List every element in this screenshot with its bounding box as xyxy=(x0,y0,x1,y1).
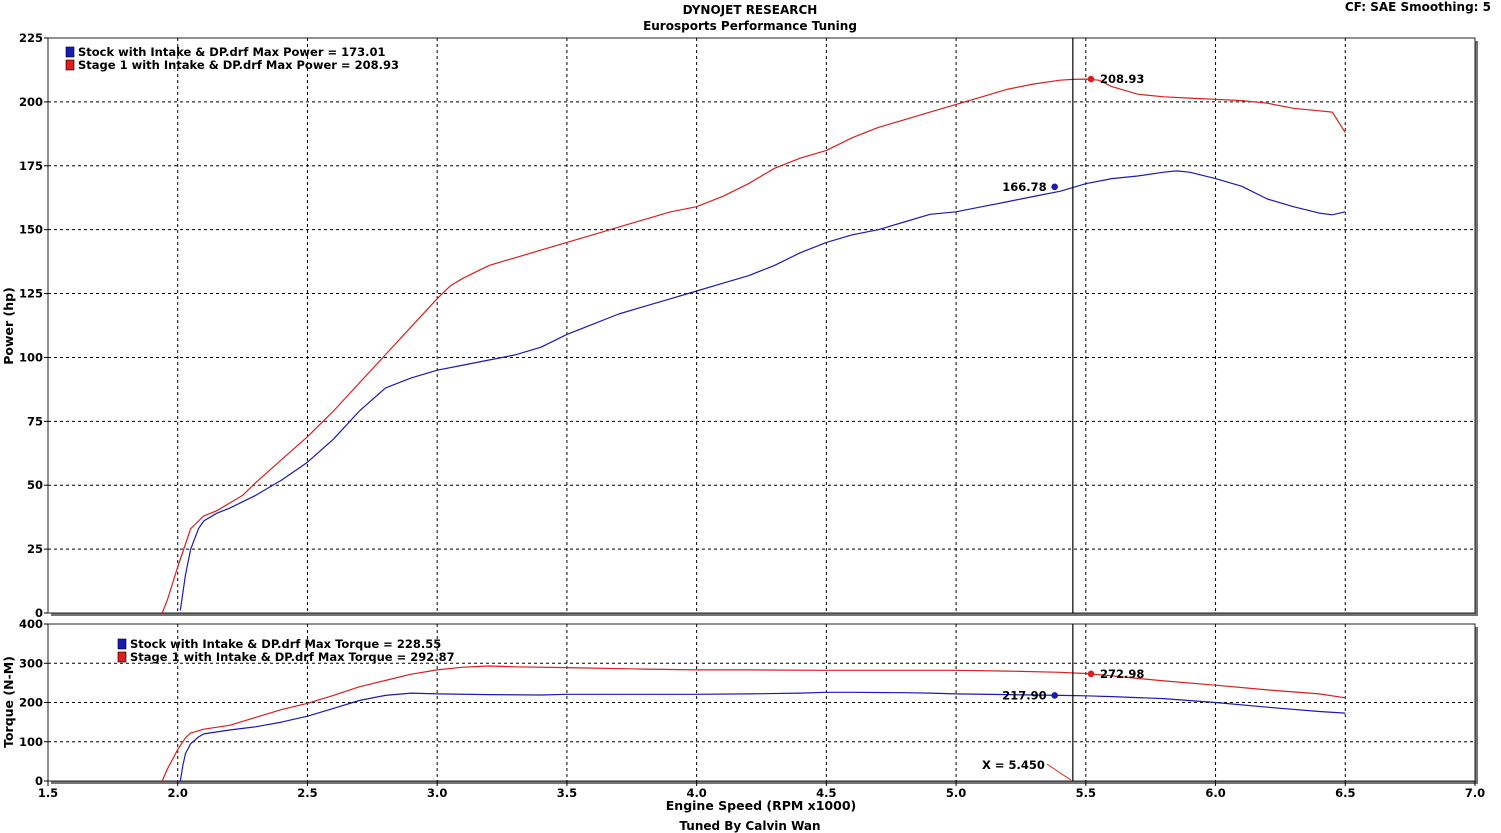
chart-subtitle: Eurosports Performance Tuning xyxy=(643,19,857,33)
footer-text: Tuned By Calvin Wan xyxy=(679,819,820,833)
legend-entry-stock-power: Stock with Intake & DP.drf Max Power = 1… xyxy=(78,45,386,59)
x-tick-label: 6.0 xyxy=(1205,786,1225,800)
torque-marker-stock xyxy=(1051,692,1058,699)
x-tick-label: 1.5 xyxy=(38,786,58,800)
power-marker-stage1 xyxy=(1087,75,1095,83)
power-y-tick-label: 25 xyxy=(27,542,43,556)
x-tick-label: 2.5 xyxy=(297,786,317,800)
torque-legend: Stock with Intake & DP.drf Max Torque = … xyxy=(117,637,455,664)
power-series-stock xyxy=(179,170,1346,611)
x-tick-labels: 1.5 2.0 2.5 3.0 3.5 4.0 4.5 5.0 5.5 6.0 6.5 7.0 xyxy=(38,781,1485,800)
legend-swatch-stage1 xyxy=(65,59,75,71)
power-marker-stock xyxy=(1051,183,1058,191)
power-series-stage1 xyxy=(161,78,1346,614)
power-y-tick-label: 125 xyxy=(19,287,43,301)
torque-y-ticks: 0 100 200 300 400 xyxy=(19,617,48,788)
legend-swatch-stock xyxy=(117,638,127,650)
power-annotations: 166.78 208.93 xyxy=(1002,72,1144,194)
torque-y-tick-label: 300 xyxy=(19,656,43,670)
x-tick-label: 3.0 xyxy=(427,786,447,800)
legend-swatch-stage1 xyxy=(117,651,127,663)
power-panel xyxy=(47,37,1476,614)
settings-text: CF: SAE Smoothing: 5 xyxy=(1345,0,1491,14)
x-tick-label: 5.0 xyxy=(946,786,966,800)
power-y-tick-label: 50 xyxy=(27,478,43,492)
torque-y-tick-label: 0 xyxy=(35,774,43,788)
x-axis-label: Engine Speed (RPM x1000) xyxy=(666,798,856,813)
power-value-label-stock: 166.78 xyxy=(1002,180,1046,194)
cursor-pointer-line xyxy=(1046,763,1072,781)
x-tick-label: 3.5 xyxy=(557,786,577,800)
power-y-tick-label: 100 xyxy=(19,350,43,364)
torque-series xyxy=(161,665,1346,782)
torque-value-label-stage1: 272.98 xyxy=(1100,667,1144,681)
power-y-tick-label: 175 xyxy=(19,159,43,173)
torque-series-stage1 xyxy=(161,665,1346,782)
legend-entry-stage1-power: Stage 1 with Intake & DP.drf Max Power =… xyxy=(78,58,399,72)
torque-annotations: 217.90 272.98 xyxy=(1002,667,1144,703)
legend-entry-stage1-torque: Stage 1 with Intake & DP.drf Max Torque … xyxy=(130,650,455,664)
power-y-tick-label: 225 xyxy=(19,31,43,45)
x-tick-label: 2.0 xyxy=(168,786,188,800)
torque-gridlines xyxy=(48,624,1475,781)
power-y-axis-label: Power (hp) xyxy=(1,287,16,365)
legend-swatch-stock xyxy=(65,46,75,58)
torque-value-label-stock: 217.90 xyxy=(1002,688,1046,702)
x-tick-label: 6.5 xyxy=(1335,786,1355,800)
torque-y-tick-label: 200 xyxy=(19,696,43,710)
torque-y-axis-label: Torque (N-M) xyxy=(1,656,16,748)
power-y-tick-label: 0 xyxy=(35,606,43,620)
power-series xyxy=(161,78,1346,614)
power-value-label-stage1: 208.93 xyxy=(1100,72,1144,86)
torque-series-stock xyxy=(179,691,1346,782)
torque-marker-stage1 xyxy=(1087,670,1095,678)
x-tick-label: 5.5 xyxy=(1076,786,1096,800)
x-tick-label: 4.5 xyxy=(816,786,836,800)
x-tick-label: 4.0 xyxy=(686,786,706,800)
power-legend: Stock with Intake & DP.drf Max Power = 1… xyxy=(65,45,399,72)
chart-title: DYNOJET RESEARCH xyxy=(683,3,818,17)
power-y-tick-label: 150 xyxy=(19,223,43,237)
power-y-tick-label: 200 xyxy=(19,95,43,109)
power-gridlines xyxy=(48,38,1475,613)
torque-y-tick-label: 400 xyxy=(19,617,43,631)
torque-y-tick-label: 100 xyxy=(19,735,43,749)
cursor-label: X = 5.450 xyxy=(982,758,1045,772)
power-y-tick-label: 75 xyxy=(27,414,43,428)
legend-entry-stock-torque: Stock with Intake & DP.drf Max Torque = … xyxy=(130,637,441,651)
x-tick-label: 7.0 xyxy=(1465,786,1485,800)
power-y-ticks: 0 25 50 75 100 125 150 175 200 225 xyxy=(19,31,48,620)
